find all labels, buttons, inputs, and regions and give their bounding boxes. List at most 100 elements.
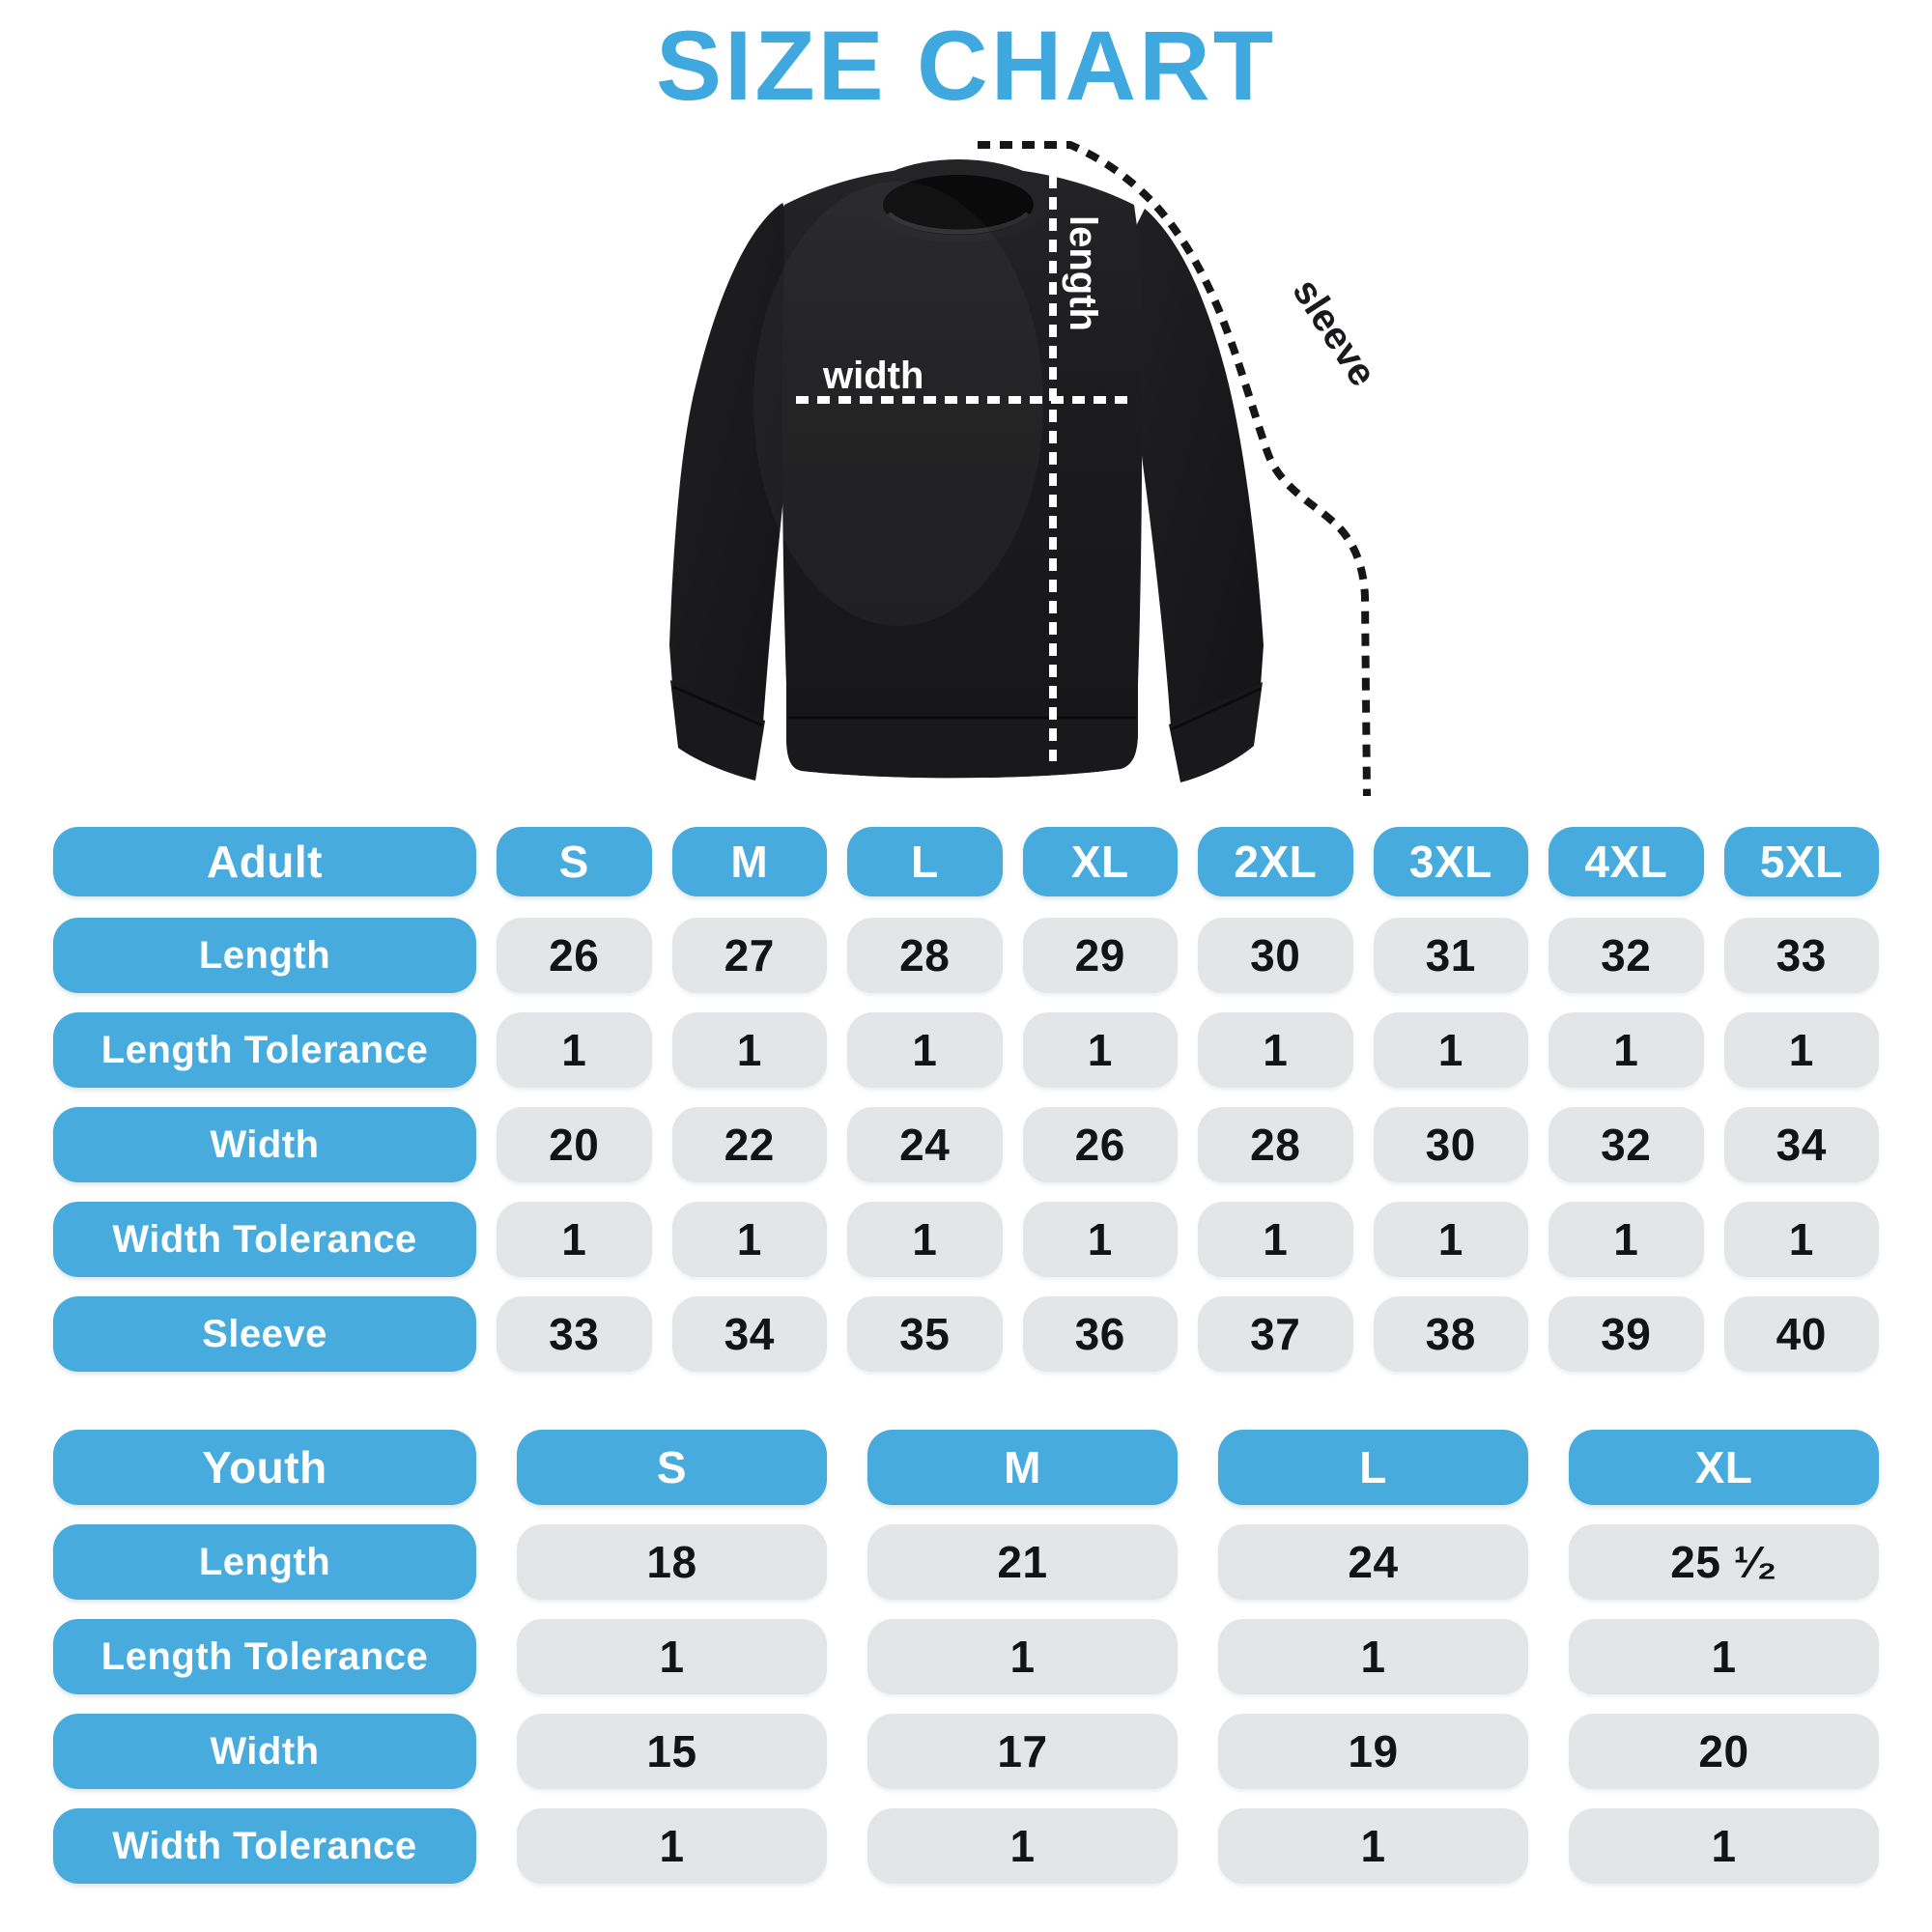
value-cell: 40	[1723, 1296, 1879, 1372]
value-cell: 1	[847, 1202, 1003, 1277]
value-cell: 1	[517, 1808, 827, 1884]
youth-length-row: Length 18 21 24 25 ¹⁄₂	[53, 1524, 1879, 1600]
value-cell: 1	[847, 1012, 1003, 1088]
value-cell: 1	[1569, 1808, 1879, 1884]
value-cell: 1	[1548, 1012, 1704, 1088]
value-cell: 24	[1218, 1524, 1528, 1600]
row-label: Length	[53, 918, 476, 993]
value-cell: 26	[1022, 1107, 1178, 1182]
value-cell: 19	[1218, 1714, 1528, 1789]
row-label: Width	[53, 1107, 476, 1182]
sweatshirt-measurement-diagram: width length sleeve	[580, 104, 1384, 805]
value-cell: 1	[1022, 1202, 1178, 1277]
sweatshirt-right-sleeve	[1131, 209, 1264, 726]
value-cell: 18	[517, 1524, 827, 1600]
value-cell: 31	[1373, 918, 1528, 993]
value-cell: 1	[1723, 1012, 1879, 1088]
value-cell: 20	[497, 1107, 652, 1182]
value-cell: 30	[1373, 1107, 1528, 1182]
value-cell: 1	[1373, 1012, 1528, 1088]
value-cell: 39	[1548, 1296, 1704, 1372]
adult-sleeve-row: Sleeve 33 34 35 36 37 38 39 40	[53, 1296, 1879, 1372]
value-cell: 1	[497, 1202, 652, 1277]
value-cell: 37	[1198, 1296, 1353, 1372]
right-cuff-seam	[1171, 687, 1262, 731]
value-cell: 33	[497, 1296, 652, 1372]
value-cell: 1	[517, 1619, 827, 1694]
value-cell: 34	[1723, 1107, 1879, 1182]
size-header-2xl: 2XL	[1198, 827, 1353, 896]
youth-table-title: Youth	[53, 1430, 476, 1505]
length-label: length	[1062, 215, 1104, 331]
youth-length-tolerance-row: Length Tolerance 1 1 1 1	[53, 1619, 1879, 1694]
value-cell: 24	[847, 1107, 1003, 1182]
size-header-s: S	[517, 1430, 827, 1505]
value-cell: 32	[1548, 918, 1704, 993]
value-cell: 1	[867, 1619, 1178, 1694]
value-cell: 33	[1723, 918, 1879, 993]
size-header-s: S	[497, 827, 652, 896]
size-header-l: L	[847, 827, 1003, 896]
value-cell: 17	[867, 1714, 1178, 1789]
value-cell: 30	[1198, 918, 1353, 993]
value-cell: 27	[671, 918, 827, 993]
value-cell: 38	[1373, 1296, 1528, 1372]
size-header-5xl: 5XL	[1723, 827, 1879, 896]
value-cell: 36	[1022, 1296, 1178, 1372]
value-cell: 1	[671, 1202, 827, 1277]
collar-rib-highlight	[887, 212, 1030, 235]
sweatshirt-right-cuff	[1169, 682, 1263, 782]
sleeve-measure-line	[978, 141, 1371, 797]
size-header-4xl: 4XL	[1548, 827, 1704, 896]
adult-size-table: Adult S M L XL 2XL 3XL 4XL 5XL Length 26…	[53, 827, 1879, 1372]
value-cell: 32	[1548, 1107, 1704, 1182]
adult-header-row: Adult S M L XL 2XL 3XL 4XL 5XL	[53, 827, 1879, 896]
value-cell: 1	[1022, 1012, 1178, 1088]
row-label: Sleeve	[53, 1296, 476, 1372]
adult-width-row: Width 20 22 24 26 28 30 32 34	[53, 1107, 1879, 1182]
left-cuff-seam	[672, 685, 763, 727]
size-header-m: M	[867, 1430, 1178, 1505]
size-header-xl: XL	[1569, 1430, 1879, 1505]
value-cell: 28	[1198, 1107, 1353, 1182]
value-cell: 1	[671, 1012, 827, 1088]
value-cell: 1	[1569, 1619, 1879, 1694]
size-header-m: M	[671, 827, 827, 896]
sweatshirt-graphic: width length sleeve	[669, 141, 1384, 797]
value-cell: 1	[1198, 1012, 1353, 1088]
youth-header-row: Youth S M L XL	[53, 1430, 1879, 1505]
adult-width-tolerance-row: Width Tolerance 1 1 1 1 1 1 1 1	[53, 1202, 1879, 1277]
value-cell: 1	[1198, 1202, 1353, 1277]
youth-width-tolerance-row: Width Tolerance 1 1 1 1	[53, 1808, 1879, 1884]
youth-width-row: Width 15 17 19 20	[53, 1714, 1879, 1789]
value-cell: 1	[1373, 1202, 1528, 1277]
row-label: Length Tolerance	[53, 1012, 476, 1088]
width-label: width	[822, 355, 923, 397]
youth-size-table: Youth S M L XL Length 18 21 24 25 ¹⁄₂ Le…	[53, 1430, 1879, 1884]
sweatshirt-collar-opening	[883, 175, 1034, 235]
page-title: SIZE CHART	[656, 11, 1276, 121]
value-cell: 1	[1723, 1202, 1879, 1277]
adult-length-tolerance-row: Length Tolerance 1 1 1 1 1 1 1 1	[53, 1012, 1879, 1088]
sweatshirt-hem-band	[786, 715, 1138, 779]
sweatshirt-left-sleeve	[669, 203, 797, 723]
size-header-3xl: 3XL	[1373, 827, 1528, 896]
value-cell: 1	[867, 1808, 1178, 1884]
value-cell: 28	[847, 918, 1003, 993]
adult-table-title: Adult	[53, 827, 476, 896]
value-cell: 1	[497, 1012, 652, 1088]
sweatshirt-left-cuff	[670, 680, 765, 781]
size-header-l: L	[1218, 1430, 1528, 1505]
value-cell: 26	[497, 918, 652, 993]
value-cell: 22	[671, 1107, 827, 1182]
value-cell: 34	[671, 1296, 827, 1372]
row-label: Width Tolerance	[53, 1808, 476, 1884]
value-cell: 1	[1548, 1202, 1704, 1277]
value-cell: 25 ¹⁄₂	[1569, 1524, 1879, 1600]
value-cell: 1	[1218, 1619, 1528, 1694]
value-cell: 29	[1022, 918, 1178, 993]
value-cell: 15	[517, 1714, 827, 1789]
value-cell: 35	[847, 1296, 1003, 1372]
sleeve-label: sleeve	[1284, 271, 1381, 394]
